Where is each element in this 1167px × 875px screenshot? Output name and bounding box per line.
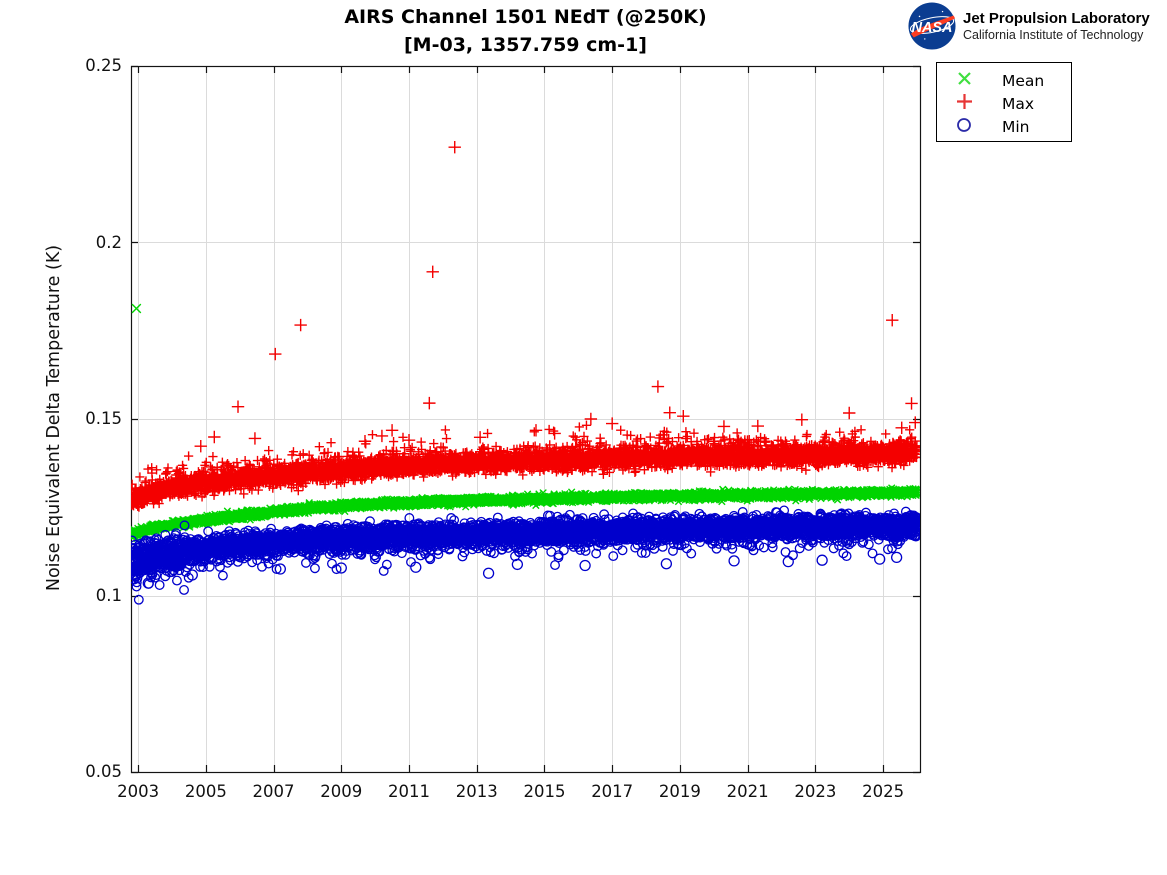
- x-tick-label: 2017: [591, 782, 634, 801]
- chart-title-block: AIRS Channel 1501 NEdT (@250K) [M-03, 13…: [131, 3, 920, 59]
- svg-text:NASA: NASA: [912, 20, 953, 36]
- legend-label-max: Max: [1002, 94, 1035, 113]
- x-tick-label: 2011: [388, 782, 430, 801]
- legend-box: Mean Max Min: [936, 62, 1072, 142]
- jpl-branding: NASA Jet Propulsion Laboratory Californi…: [906, 1, 1166, 51]
- y-tick-label: 0.15: [85, 409, 122, 428]
- x-tick-label: 2007: [252, 782, 295, 801]
- legend-label-min: Min: [1002, 117, 1030, 136]
- legend-row-mean: Mean: [937, 69, 1071, 92]
- legend-label-mean: Mean: [1002, 71, 1045, 90]
- caltech-name: California Institute of Technology: [963, 28, 1144, 42]
- y-tick-label: 0.05: [85, 762, 122, 781]
- y-tick-label: 0.2: [95, 232, 122, 252]
- x-tick-label: 2019: [658, 782, 701, 801]
- x-tick-label: 2025: [862, 782, 905, 801]
- mean-x-marker-icon: [952, 71, 976, 90]
- jpl-name: Jet Propulsion Laboratory: [963, 10, 1150, 27]
- x-tick-label: 2003: [117, 782, 160, 801]
- legend-row-min: Min: [937, 115, 1071, 138]
- y-tick-label: 0.25: [85, 56, 122, 75]
- x-tick-label: 2023: [794, 782, 837, 801]
- x-tick-label: 2005: [184, 782, 227, 801]
- min-circle-marker-icon: [952, 117, 976, 137]
- nasa-logo-icon: NASA: [908, 2, 956, 50]
- legend-row-max: Max: [937, 92, 1071, 115]
- y-tick-label: 0.1: [95, 585, 122, 605]
- chart-title: AIRS Channel 1501 NEdT (@250K): [344, 6, 707, 28]
- x-tick-label: 2021: [726, 782, 769, 801]
- x-tick-label: 2013: [455, 782, 498, 801]
- max-plus-marker-icon: [952, 93, 976, 114]
- chart-subtitle: [M-03, 1357.759 cm-1]: [404, 34, 647, 56]
- x-tick-label: 2009: [320, 782, 363, 801]
- x-tick-label: 2015: [523, 782, 566, 801]
